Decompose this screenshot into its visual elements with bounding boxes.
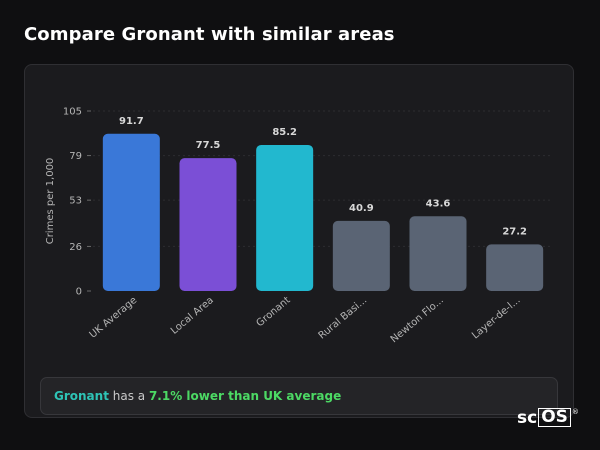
bar bbox=[102, 133, 160, 291]
chart-card: 0 26 53 79 105 Crimes per 1,000 91.7 UK Average… bbox=[24, 64, 574, 418]
x-tick-label: Gronant bbox=[255, 295, 293, 329]
y-tick-label: 26 bbox=[69, 242, 82, 253]
y-tick-label: 53 bbox=[69, 196, 82, 207]
y-tick-label: 105 bbox=[63, 107, 82, 118]
bar bbox=[486, 244, 544, 291]
bar-chart: 0 26 53 79 105 Crimes per 1,000 91.7 UK Average… bbox=[45, 107, 553, 345]
brand-logo: sc OS ® bbox=[517, 408, 579, 428]
x-tick-label: Layer-de-l... bbox=[470, 295, 522, 342]
bar bbox=[332, 220, 390, 291]
brand-logo-prefix: sc bbox=[517, 408, 538, 428]
bar bbox=[256, 144, 314, 291]
bar-value-label: 77.5 bbox=[196, 140, 221, 151]
x-tick-label: UK Average bbox=[88, 295, 140, 341]
summary-banner: Gronant has a 7.1% lower than UK average bbox=[40, 377, 558, 415]
x-tick-label: Local Area bbox=[169, 295, 216, 337]
summary-area-name: Gronant bbox=[54, 389, 109, 403]
x-tick-label: Rural Basi... bbox=[317, 295, 370, 342]
bar bbox=[409, 216, 467, 291]
bar-value-label: 40.9 bbox=[349, 203, 374, 214]
x-tick-label: Newton Flo... bbox=[389, 295, 446, 345]
brand-logo-registered: ® bbox=[571, 408, 579, 416]
bar-value-label: 43.6 bbox=[426, 198, 451, 209]
summary-text: has a bbox=[108, 389, 149, 403]
bar-value-label: 91.7 bbox=[119, 116, 144, 127]
bar-value-label: 27.2 bbox=[502, 226, 527, 237]
bar bbox=[179, 158, 237, 291]
y-tick-label: 0 bbox=[76, 287, 82, 298]
y-tick-label: 79 bbox=[69, 151, 82, 162]
bar-value-label: 85.2 bbox=[272, 127, 297, 138]
brand-logo-box: OS bbox=[538, 408, 571, 427]
summary-stat: 7.1% lower than UK average bbox=[148, 389, 342, 403]
page-title: Compare Gronant with similar areas bbox=[24, 24, 395, 45]
y-axis-label: Crimes per 1,000 bbox=[45, 158, 56, 245]
